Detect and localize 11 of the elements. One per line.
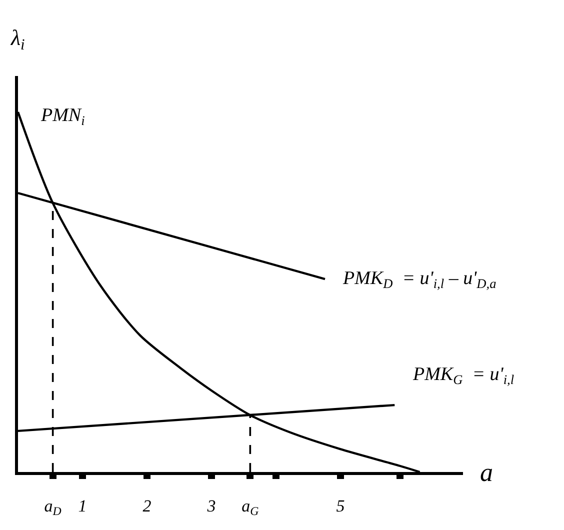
x-tick-label: 5 — [336, 496, 345, 516]
series-label: PMN$_{i}$ — [40, 105, 86, 128]
x-tick-label: 3 — [206, 496, 216, 516]
x-tick-label: a$_{D}$ — [44, 496, 62, 518]
x-tick-label: 2 — [142, 496, 152, 516]
series-label: PMK$_{D}$ = u'$_{i,l}$ – u'$_{D,a}$ — [342, 268, 497, 291]
x-tick-label: a$_{G}$ — [242, 496, 260, 518]
x-tick-label: 1 — [78, 496, 87, 516]
x-axis-title: a — [480, 458, 493, 487]
y-axis-title: λ$_{i}$ — [10, 25, 25, 54]
series-label: PMK$_{G}$ = u'$_{i,l}$ — [412, 364, 514, 387]
